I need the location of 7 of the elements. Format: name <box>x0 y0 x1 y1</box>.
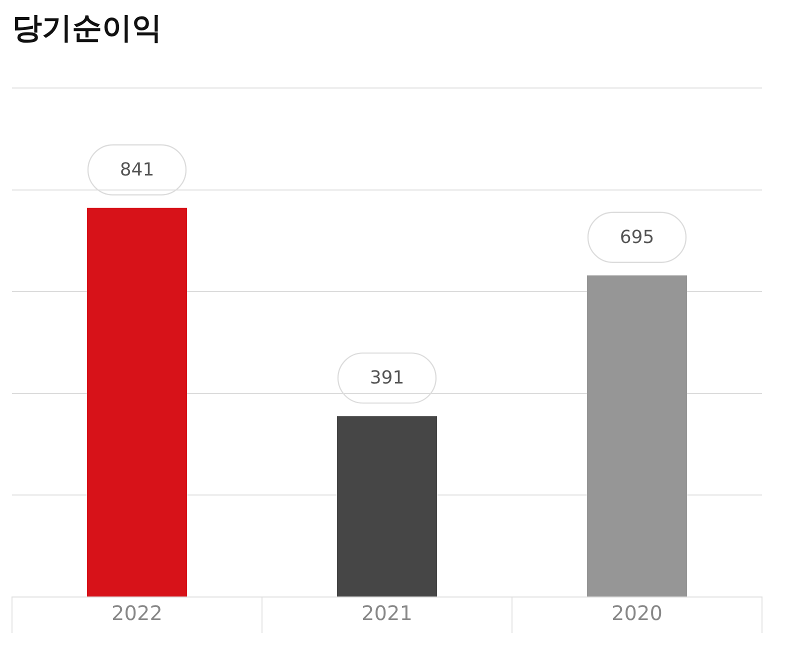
data-label: 695 <box>620 227 654 248</box>
x-tick-label: 2020 <box>612 601 662 626</box>
data-label: 841 <box>120 160 154 181</box>
x-tick-label: 2021 <box>362 601 412 626</box>
chart-title: 당기순이익 <box>12 10 162 46</box>
x-tick-label: 2022 <box>112 601 162 626</box>
data-label: 391 <box>370 368 404 389</box>
